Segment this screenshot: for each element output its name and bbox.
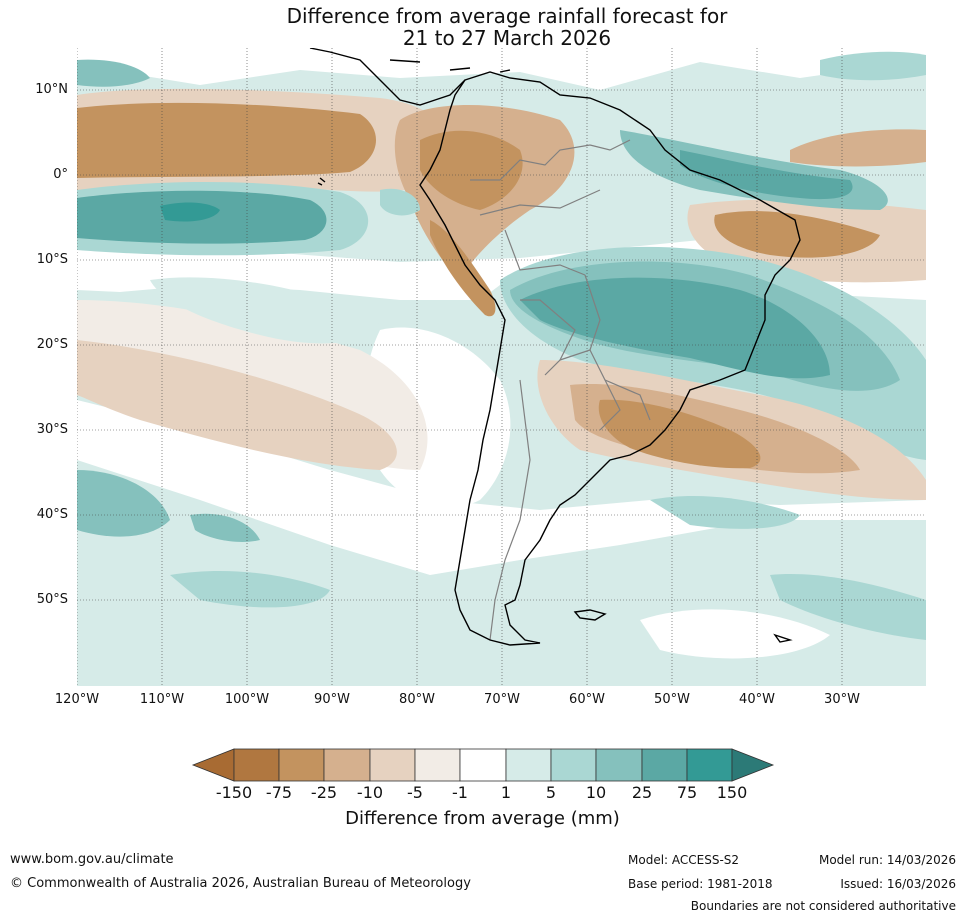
colorbar-cell bbox=[459, 748, 507, 782]
colorbar-cell bbox=[414, 748, 461, 782]
lat-label-50s: 50°S bbox=[36, 592, 68, 607]
colorbar-cell bbox=[686, 748, 733, 782]
lat-label-20s: 20°S bbox=[36, 337, 68, 352]
colorbar-tick: -10 bbox=[356, 783, 384, 802]
colorbar-tick: 5 bbox=[545, 783, 557, 802]
colorbar-label: Difference from average (mm) bbox=[345, 808, 620, 829]
wet-anomaly-amazon-delta-core bbox=[680, 150, 853, 200]
lat-label-10s: 10°S bbox=[36, 252, 68, 267]
dry-anomaly-southeast-pacific-mid bbox=[77, 340, 397, 470]
rainfall-anomaly-field bbox=[77, 48, 926, 686]
lat-label-40s: 40°S bbox=[36, 507, 68, 522]
colorbar-tick: 1 bbox=[500, 783, 512, 802]
wet-anomaly-subtropical-pacific bbox=[150, 277, 380, 344]
colorbar-cell bbox=[641, 748, 688, 782]
wet-anomaly-south-atlantic-east bbox=[770, 574, 926, 640]
central-america-coastline bbox=[309, 48, 466, 106]
colorbar-cell bbox=[595, 748, 643, 782]
colorbar-extend-low bbox=[191, 748, 235, 782]
lon-label-70w: 70°W bbox=[484, 692, 520, 707]
wet-anomaly-caribbean bbox=[820, 51, 926, 81]
near-normal-band-south bbox=[77, 400, 926, 575]
lat-label-10n: 10°N bbox=[35, 82, 68, 97]
wet-anomaly-gulf bbox=[380, 188, 420, 216]
dry-anomaly-andes-peru bbox=[430, 220, 496, 317]
colorbar-cell bbox=[369, 748, 416, 782]
footer-base-period: Base period: 1981-2018 bbox=[628, 877, 773, 891]
lon-label-30w: 30°W bbox=[824, 692, 860, 707]
colorbar-tick: 150 bbox=[716, 783, 748, 802]
dry-anomaly-north-atlantic bbox=[790, 129, 926, 167]
dry-anomaly-northeast-brazil-core bbox=[714, 211, 880, 258]
footer-issued: Issued: 16/03/2026 bbox=[840, 877, 956, 891]
footer-model: Model: ACCESS-S2 bbox=[628, 853, 740, 867]
colorbar-tick: -25 bbox=[310, 783, 338, 802]
wet-anomaly-north-pacific bbox=[77, 59, 150, 87]
dry-anomaly-equatorial-pacific-inner bbox=[77, 102, 377, 178]
map-title-line1: Difference from average rainfall forecas… bbox=[286, 4, 728, 28]
lat-label-30s: 30°S bbox=[36, 422, 68, 437]
wet-anomaly-south-pacific-mid bbox=[190, 513, 260, 542]
dry-anomaly-northwest-sa-core bbox=[420, 130, 523, 210]
graticule bbox=[77, 48, 926, 686]
south-georgia bbox=[773, 633, 793, 643]
near-normal-patch-north bbox=[77, 48, 926, 90]
colorbar-tick: 75 bbox=[676, 783, 698, 802]
lon-label-90w: 90°W bbox=[314, 692, 350, 707]
falkland-islands bbox=[573, 609, 607, 621]
lon-label-120w: 120°W bbox=[54, 692, 100, 707]
galapagos bbox=[317, 177, 326, 186]
colorbar-tick: -5 bbox=[407, 783, 423, 802]
wet-anomaly-south-pacific-band bbox=[170, 570, 330, 608]
footer-model-run: Model run: 14/03/2026 bbox=[818, 853, 956, 867]
south-america-coastline bbox=[419, 71, 801, 646]
lon-label-40w: 40°W bbox=[739, 692, 775, 707]
caribbean-islands bbox=[389, 59, 511, 73]
colorbar-tick: -75 bbox=[265, 783, 293, 802]
lon-label-80w: 80°W bbox=[399, 692, 435, 707]
wet-anomaly-south-pacific-west bbox=[77, 470, 170, 537]
near-normal-patch-sw bbox=[640, 609, 830, 659]
colorbar-tick: 25 bbox=[631, 783, 653, 802]
colorbar-cell bbox=[550, 748, 597, 782]
colorbar-tick: -150 bbox=[215, 783, 253, 802]
coastline bbox=[309, 48, 801, 646]
colorbar-tick: -1 bbox=[452, 783, 468, 802]
colorbar-extend-high bbox=[731, 748, 775, 782]
footer-url[interactable]: www.bom.gov.au/climate bbox=[10, 852, 174, 867]
footer-copyright: © Commonwealth of Australia 2026, Austra… bbox=[10, 876, 471, 891]
lon-label-50w: 50°W bbox=[654, 692, 690, 707]
map-title-line2: 21 to 27 March 2026 bbox=[402, 26, 612, 50]
footer-disclaimer: Boundaries are not considered authoritat… bbox=[690, 899, 956, 913]
wet-anomaly-south-atlantic bbox=[650, 495, 800, 529]
colorbar-cell bbox=[323, 748, 371, 782]
colorbar-cell bbox=[233, 748, 280, 782]
colorbar-tick: 10 bbox=[585, 783, 607, 802]
lat-label-0: 0° bbox=[53, 167, 68, 182]
wet-anomaly-equatorial-pacific-core bbox=[160, 202, 220, 222]
lon-label-100w: 100°W bbox=[224, 692, 270, 707]
colorbar-cell bbox=[505, 748, 552, 782]
lon-label-60w: 60°W bbox=[569, 692, 605, 707]
lon-label-110w: 110°W bbox=[139, 692, 185, 707]
country-borders bbox=[470, 139, 651, 641]
colorbar-cell bbox=[278, 748, 325, 782]
